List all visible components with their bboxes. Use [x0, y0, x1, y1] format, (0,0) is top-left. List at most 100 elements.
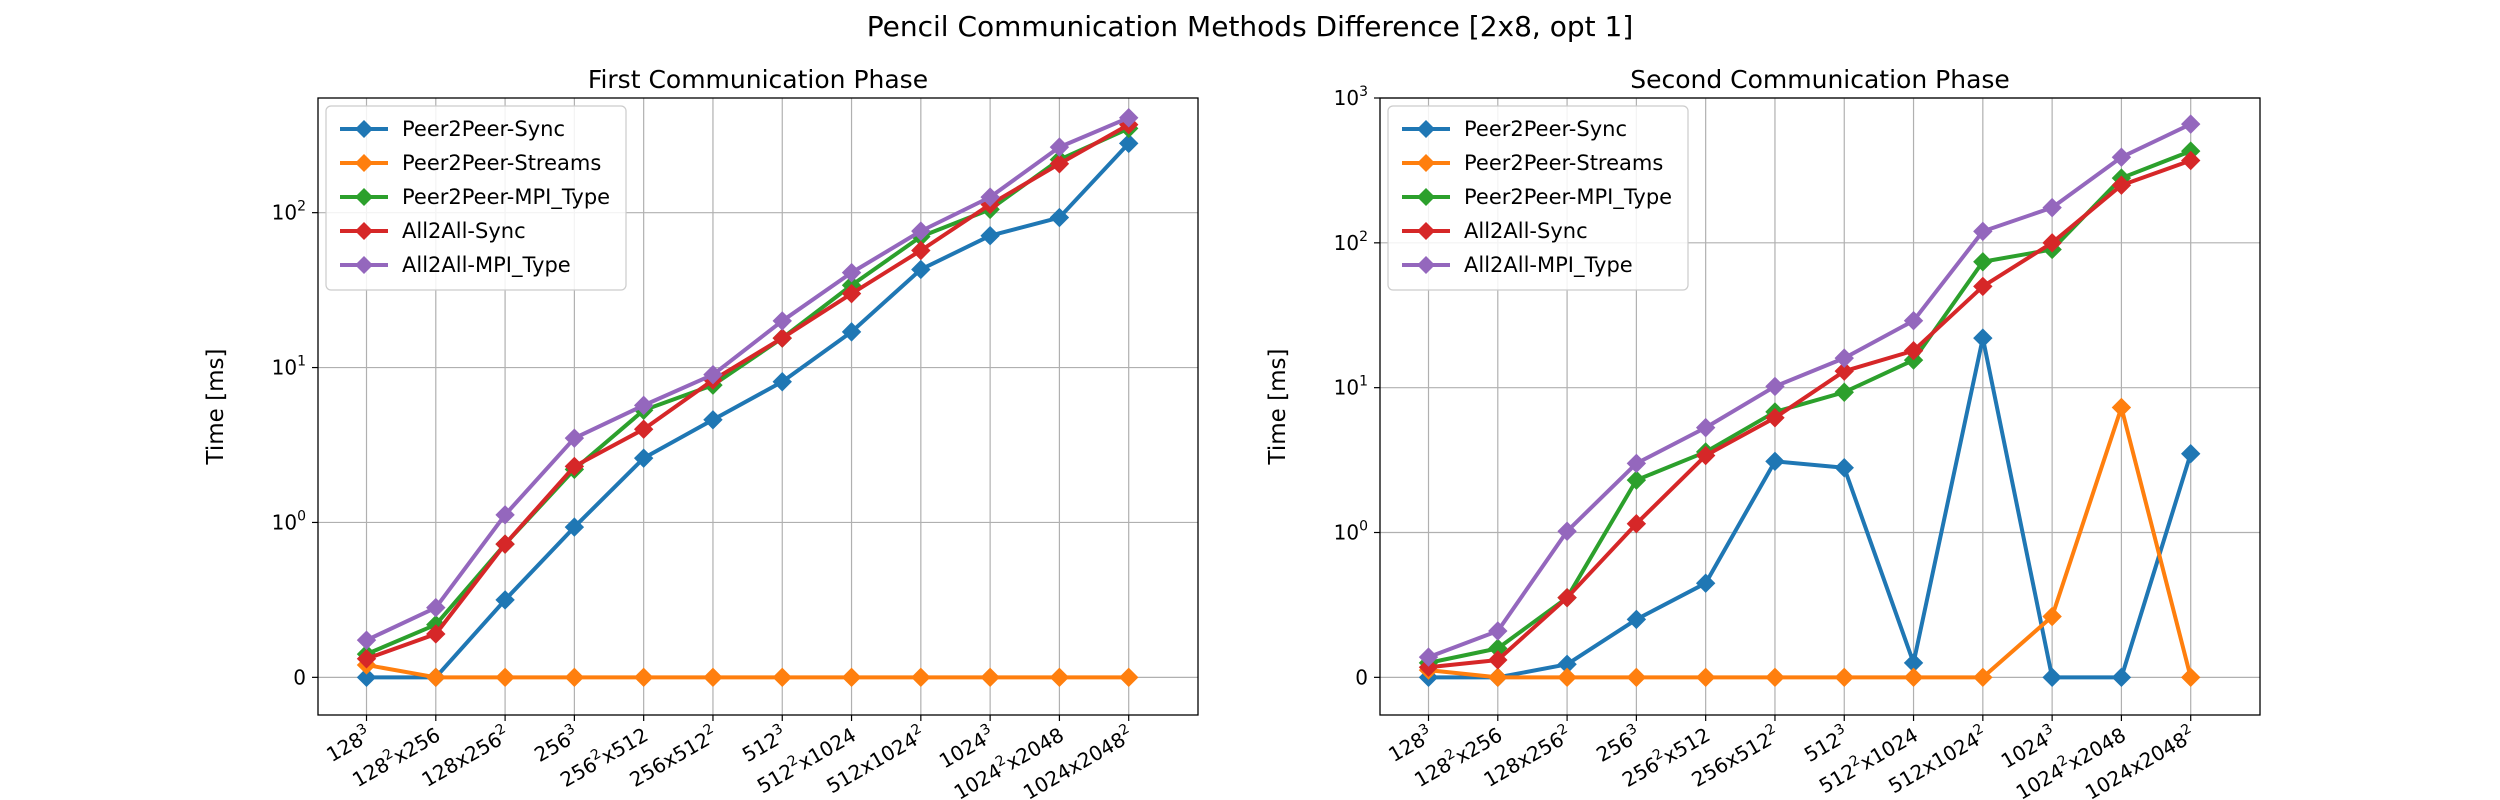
data-point-all2all-mpi-type — [772, 311, 792, 331]
legend-label: All2All-Sync — [402, 219, 526, 243]
data-point-peer2peer-sync — [2111, 667, 2132, 688]
data-point-peer2peer-streams — [495, 667, 515, 688]
data-point-peer2peer-streams — [2042, 606, 2062, 627]
data-point-all2all-mpi-type — [1695, 417, 1716, 438]
y-tick-label: 100 — [272, 508, 306, 534]
data-point-all2all-sync — [1488, 650, 1508, 670]
data-point-all2all-mpi-type — [1765, 376, 1785, 397]
legend-label: Peer2Peer-Sync — [1464, 117, 1627, 141]
data-point-peer2peer-sync — [1695, 573, 1716, 593]
data-point-peer2peer-streams — [1626, 667, 1647, 688]
series-line-all2all-mpi-type — [1427, 122, 2192, 659]
data-point-all2all-sync — [1626, 514, 1647, 534]
y-tick-label: 101 — [272, 354, 306, 380]
legend-marker — [1417, 188, 1435, 206]
data-point-all2all-sync — [1834, 361, 1854, 381]
data-point-all2all-sync — [426, 624, 446, 644]
data-point-peer2peer-sync — [356, 667, 377, 688]
data-point-peer2peer-sync — [911, 259, 931, 280]
data-point-peer2peer-streams — [1834, 667, 1854, 688]
data-point-peer2peer-mpi-type — [1834, 382, 1854, 402]
legend-marker — [355, 120, 373, 138]
data-point-peer2peer-streams — [1488, 667, 1508, 688]
data-point-peer2peer-sync — [495, 590, 515, 610]
data-point-peer2peer-sync — [633, 448, 654, 468]
axes-frame — [1379, 97, 2261, 716]
data-point-all2all-mpi-type — [2111, 147, 2132, 167]
legend-marker — [355, 154, 373, 172]
data-point-peer2peer-streams — [1973, 667, 1993, 688]
data-point-peer2peer-streams — [633, 667, 654, 688]
data-point-all2all-mpi-type — [564, 428, 585, 448]
data-point-all2all-sync — [2111, 175, 2132, 195]
legend-label: All2All-Sync — [1464, 219, 1588, 243]
data-point-peer2peer-streams — [772, 667, 792, 688]
data-point-peer2peer-sync — [1049, 207, 1070, 228]
data-point-all2all-mpi-type — [1834, 348, 1854, 368]
data-point-all2all-mpi-type — [426, 597, 446, 618]
y-axis-label: Time [ms] — [1265, 349, 1291, 466]
data-point-peer2peer-sync — [564, 517, 585, 537]
data-point-all2all-sync — [633, 419, 654, 439]
legend-label: Peer2Peer-MPI_Type — [402, 185, 610, 210]
legend-label: Peer2Peer-MPI_Type — [1464, 185, 1672, 210]
data-point-peer2peer-mpi-type — [1973, 252, 1993, 272]
y-tick-label: 100 — [1334, 519, 1368, 545]
legend-box — [325, 105, 627, 291]
data-point-peer2peer-sync — [2042, 667, 2062, 688]
series-line-peer2peer-streams — [1428, 405, 2193, 680]
series-line-all2all-sync — [1428, 158, 2192, 670]
data-point-all2all-sync — [1049, 154, 1070, 174]
data-point-peer2peer-streams — [1119, 667, 1139, 688]
data-point-all2all-sync — [772, 328, 792, 348]
data-point-peer2peer-streams — [1903, 667, 1924, 688]
data-point-peer2peer-sync — [772, 372, 792, 392]
legend-marker — [1417, 222, 1435, 240]
data-point-all2all-sync — [1418, 657, 1439, 677]
data-point-peer2peer-streams — [2181, 667, 2201, 688]
chart-title: First Communication Phase — [588, 65, 928, 94]
data-point-all2all-mpi-type — [1626, 453, 1647, 474]
data-point-peer2peer-sync — [1973, 328, 1993, 348]
data-point-peer2peer-streams — [703, 667, 723, 688]
series-line-peer2peer-sync — [1428, 336, 2193, 680]
data-point-peer2peer-streams — [1557, 667, 1577, 688]
legend-marker — [355, 222, 373, 240]
legend-box — [1387, 105, 1689, 291]
y-tick-label: 102 — [1334, 229, 1368, 255]
y-tick-label: 102 — [272, 199, 306, 225]
y-tick-label: 101 — [1334, 374, 1368, 400]
series-line-peer2peer-sync — [366, 142, 1131, 680]
y-axis-label: Time [ms] — [203, 349, 229, 466]
data-point-all2all-mpi-type — [1488, 621, 1508, 641]
data-point-peer2peer-streams — [2111, 397, 2132, 418]
data-point-peer2peer-streams — [564, 667, 585, 688]
data-point-peer2peer-sync — [1765, 451, 1785, 472]
data-point-peer2peer-sync — [841, 322, 862, 342]
chart-title: Second Communication Phase — [1630, 65, 2010, 94]
legend-label: All2All-MPI_Type — [402, 253, 571, 278]
data-point-peer2peer-streams — [1765, 667, 1785, 688]
y-tick-label: 103 — [1334, 84, 1368, 110]
data-point-peer2peer-mpi-type — [1626, 470, 1647, 490]
data-point-peer2peer-sync — [980, 226, 1000, 246]
legend-label: Peer2Peer-Streams — [402, 151, 601, 175]
data-point-all2all-mpi-type — [495, 505, 515, 525]
data-point-all2all-mpi-type — [911, 221, 931, 241]
data-point-all2all-mpi-type — [703, 364, 723, 385]
data-point-all2all-sync — [841, 283, 862, 304]
data-point-all2all-mpi-type — [841, 262, 862, 283]
data-point-all2all-mpi-type — [1973, 221, 1993, 242]
series-line-peer2peer-streams — [366, 662, 1129, 680]
series-line-all2all-sync — [365, 122, 1130, 661]
figure-title: Pencil Communication Methods Difference … — [866, 10, 1634, 43]
data-point-peer2peer-streams — [1695, 667, 1716, 688]
data-point-all2all-sync — [1557, 587, 1577, 608]
data-point-all2all-sync — [2042, 233, 2062, 253]
data-point-peer2peer-streams — [426, 667, 446, 688]
data-point-peer2peer-streams — [1049, 667, 1070, 688]
